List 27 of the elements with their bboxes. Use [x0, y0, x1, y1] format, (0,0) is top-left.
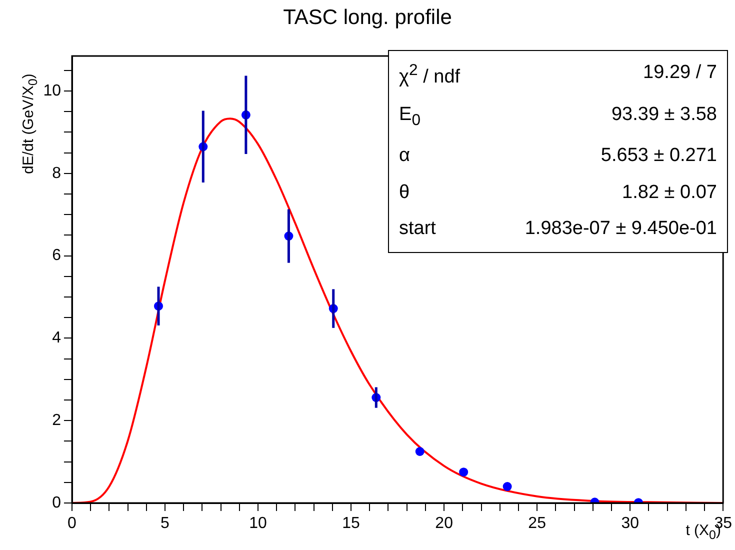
annotation: 19.29 / 7: [643, 62, 717, 86]
x-tick-label: 25: [528, 515, 546, 532]
y-tick-label: 8: [52, 164, 62, 182]
x-tick-label: 15: [342, 515, 360, 532]
x-tick-label: 10: [249, 515, 268, 532]
x-tick-label: 0: [68, 515, 77, 532]
annotation: 1.82 ± 0.07: [622, 182, 717, 204]
x-tick-label: 30: [621, 515, 640, 532]
y-tick-label: 0: [52, 494, 62, 512]
annotation: θ: [399, 182, 410, 204]
annotation: 93.39 ± 3.58: [611, 104, 717, 127]
y-tick-label: 4: [52, 330, 62, 347]
point: [502, 482, 512, 492]
y-tick-label: 2: [52, 412, 62, 430]
chart-title: TASC long. profile: [282, 6, 453, 30]
point: [459, 468, 468, 477]
annotation: E$_{0}$: [399, 104, 420, 130]
annotation: start: [399, 218, 436, 240]
x-tick-label: 20: [435, 515, 454, 532]
annotation: 1.983e-07 ± 9.450e-01: [524, 218, 717, 240]
y-tick-label: 6: [52, 247, 62, 264]
point: [415, 447, 424, 456]
annotation: χ$^{2}$ / ndf: [399, 62, 460, 89]
x-tick-label: 5: [160, 515, 170, 532]
annotation: 5.653 ± 0.271: [600, 144, 717, 167]
y-tick-label: 10: [43, 82, 62, 100]
annotation: α: [399, 144, 410, 167]
